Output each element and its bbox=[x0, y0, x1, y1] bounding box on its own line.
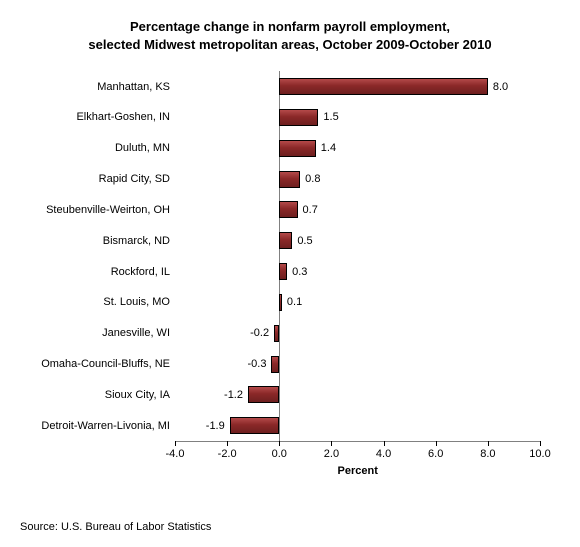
category-label: Janesville, WI bbox=[102, 327, 170, 339]
bar-value-label: 0.1 bbox=[287, 296, 302, 308]
bar-value-label: 1.4 bbox=[321, 142, 336, 154]
bar-row: -1.9 bbox=[175, 417, 540, 434]
bar-row: 0.5 bbox=[175, 232, 540, 249]
bar-row: -0.3 bbox=[175, 356, 540, 373]
x-tick-label: 0.0 bbox=[272, 448, 287, 460]
x-axis: Percent -4.0-2.00.02.04.06.08.010.0 bbox=[175, 441, 540, 481]
bar-value-label: 8.0 bbox=[493, 81, 508, 93]
bar-row: -1.2 bbox=[175, 386, 540, 403]
x-tick bbox=[279, 441, 280, 446]
x-tick-label: -2.0 bbox=[218, 448, 237, 460]
x-tick bbox=[488, 441, 489, 446]
category-label: Steubenville-Weirton, OH bbox=[46, 204, 170, 216]
bars-region: 8.0 1.5 1.4 0.8 0.7 0.5 0.3 0.1 -0.2 -0.3 -1.2 -1.9 bbox=[175, 71, 540, 441]
bar bbox=[279, 294, 282, 311]
y-axis-labels: Manhattan, KS Elkhart-Goshen, IN Duluth, M… bbox=[20, 71, 170, 441]
bar-row: 0.7 bbox=[175, 201, 540, 218]
bar-value-label: 1.5 bbox=[323, 111, 338, 123]
x-tick bbox=[384, 441, 385, 446]
bar bbox=[271, 356, 279, 373]
x-tick bbox=[436, 441, 437, 446]
title-line-2: selected Midwest metropolitan areas, Oct… bbox=[88, 37, 491, 52]
bar-value-label: 0.5 bbox=[297, 235, 312, 247]
bar-value-label: -1.9 bbox=[206, 420, 225, 432]
x-tick-label: 6.0 bbox=[428, 448, 443, 460]
bar-value-label: 0.8 bbox=[305, 173, 320, 185]
bar bbox=[248, 386, 279, 403]
bar-row: 8.0 bbox=[175, 78, 540, 95]
bar-row: 1.4 bbox=[175, 140, 540, 157]
bar bbox=[279, 171, 300, 188]
bar bbox=[279, 263, 287, 280]
bar bbox=[230, 417, 280, 434]
bar-value-label: 0.3 bbox=[292, 266, 307, 278]
x-tick bbox=[175, 441, 176, 446]
category-label: Rapid City, SD bbox=[99, 173, 170, 185]
x-tick-label: 4.0 bbox=[376, 448, 391, 460]
category-label: Elkhart-Goshen, IN bbox=[76, 111, 170, 123]
x-tick bbox=[331, 441, 332, 446]
category-label: Bismarck, ND bbox=[103, 235, 170, 247]
bar-value-label: 0.7 bbox=[303, 204, 318, 216]
x-tick-label: -4.0 bbox=[166, 448, 185, 460]
plot-area: Manhattan, KS Elkhart-Goshen, IN Duluth, M… bbox=[20, 71, 560, 481]
title-line-1: Percentage change in nonfarm payroll emp… bbox=[130, 19, 450, 34]
bar bbox=[279, 201, 297, 218]
category-label: Omaha-Council-Bluffs, NE bbox=[41, 358, 170, 370]
bar-row: 1.5 bbox=[175, 109, 540, 126]
x-axis-title: Percent bbox=[338, 465, 378, 477]
x-tick-label: 8.0 bbox=[480, 448, 495, 460]
bar-value-label: -1.2 bbox=[224, 389, 243, 401]
x-tick-label: 2.0 bbox=[324, 448, 339, 460]
x-tick bbox=[227, 441, 228, 446]
bar-row: 0.3 bbox=[175, 263, 540, 280]
bar-row: 0.8 bbox=[175, 171, 540, 188]
x-tick bbox=[540, 441, 541, 446]
bar-row: -0.2 bbox=[175, 325, 540, 342]
bar bbox=[279, 232, 292, 249]
bar-value-label: -0.2 bbox=[250, 327, 269, 339]
bar-value-label: -0.3 bbox=[248, 358, 267, 370]
category-label: Detroit-Warren-Livonia, MI bbox=[41, 420, 170, 432]
bar bbox=[274, 325, 279, 342]
bar bbox=[279, 140, 316, 157]
category-label: Rockford, IL bbox=[111, 266, 170, 278]
bar bbox=[279, 109, 318, 126]
category-label: Duluth, MN bbox=[115, 142, 170, 154]
chart-title: Percentage change in nonfarm payroll emp… bbox=[20, 18, 560, 53]
source-text: Source: U.S. Bureau of Labor Statistics bbox=[20, 521, 211, 533]
x-tick-label: 10.0 bbox=[529, 448, 550, 460]
bar-row: 0.1 bbox=[175, 294, 540, 311]
chart-container: Percentage change in nonfarm payroll emp… bbox=[0, 0, 580, 547]
category-label: Sioux City, IA bbox=[105, 389, 170, 401]
category-label: St. Louis, MO bbox=[103, 296, 170, 308]
category-label: Manhattan, KS bbox=[97, 81, 170, 93]
bar bbox=[279, 78, 488, 95]
